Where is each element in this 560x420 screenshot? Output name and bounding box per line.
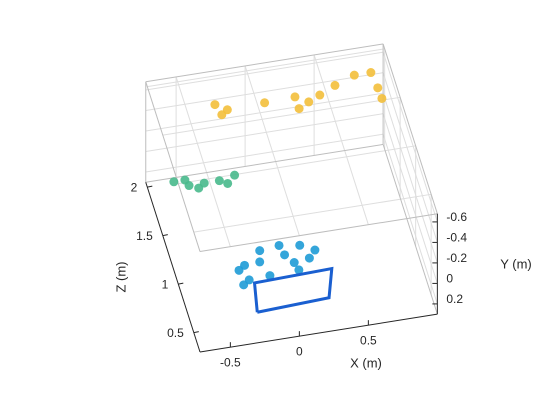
x-tick-label: -0.5 [220,355,241,369]
point [304,97,314,107]
z-axis-line [145,182,201,353]
point [274,240,284,250]
y-tick-label: -0.6 [446,210,467,224]
point [194,183,204,193]
point [265,271,275,281]
point-line [252,266,334,314]
y-tick-label: 0.2 [446,292,463,306]
z-tick [178,282,184,285]
z-tick-label: 1.5 [136,229,153,243]
x-tick-label: 0 [296,344,303,358]
z-tick [193,331,199,334]
grid-line [145,92,384,132]
point [239,280,249,290]
y-tick-label: -0.2 [446,251,467,265]
grid-line [147,48,385,88]
point [260,98,270,108]
x-axis-line [199,313,438,353]
point [255,246,265,256]
point [214,176,224,186]
box-edge [145,43,384,83]
grid-line [145,72,384,111]
point [280,250,290,260]
y-tick-label: -0.4 [446,231,467,245]
point [180,175,190,185]
box-edge [382,144,438,315]
y-axis-label: Y (m) [500,256,532,271]
grid-line [178,145,416,185]
point [295,240,305,250]
point [330,80,340,90]
grid-line [382,134,438,305]
grid-line [145,51,384,91]
point [310,245,320,255]
grid-line [162,96,401,136]
point [234,265,244,275]
x-axis-label: X (m) [350,355,382,370]
point [169,177,179,187]
point [366,68,376,78]
box-edge [199,213,438,253]
z-tick [147,185,153,188]
grid-line [382,72,438,243]
point [349,70,359,80]
point [230,170,240,180]
box-edge [145,143,384,183]
point [294,104,304,114]
z-tick-label: 0.5 [167,326,184,340]
grid-line [382,52,438,223]
z-tick-label: 2 [131,180,138,194]
grid-line [145,133,384,173]
grid-line [382,113,438,284]
point [255,257,265,267]
grid-line [313,54,369,225]
grid-line [175,76,231,247]
z-axis-label: Z (m) [113,261,128,292]
z-tick [162,234,168,237]
grid-line [244,65,300,236]
point [294,265,304,275]
point [210,100,220,110]
y-tick-label: 0 [446,272,453,286]
point [304,253,314,263]
point [377,93,387,103]
point [223,178,233,188]
box-edge [145,81,201,252]
box-edge [382,43,438,214]
grid-line [145,113,384,152]
grid-line [382,93,438,264]
point [289,258,299,268]
grid-line [193,193,432,233]
point [373,83,383,93]
point [315,90,325,100]
point [290,92,300,102]
x-tick-label: 0.5 [360,333,377,347]
point [222,105,232,115]
z-tick-label: 1 [162,277,169,291]
